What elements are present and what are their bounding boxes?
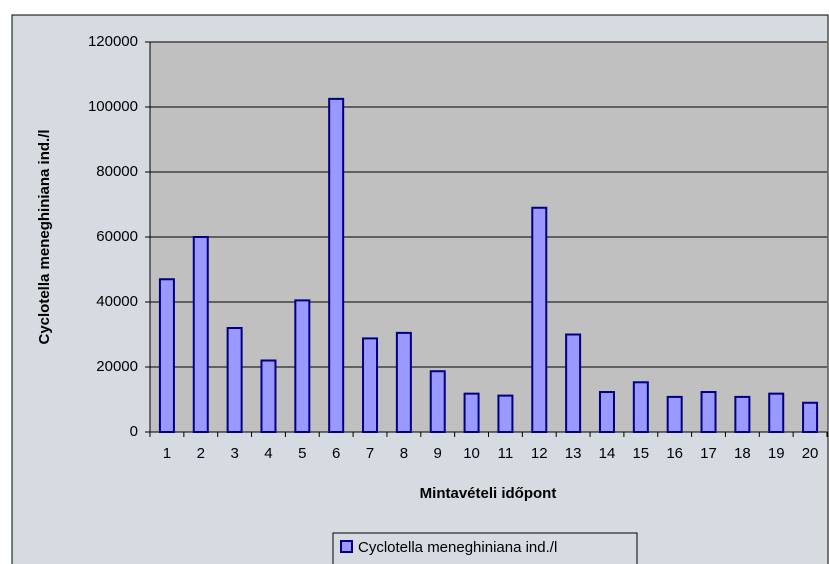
- x-tick-label: 20: [802, 445, 819, 462]
- y-tick-label: 40000: [96, 293, 138, 310]
- bar: [666, 395, 683, 433]
- bar: [802, 401, 819, 433]
- x-tick-label: 3: [230, 445, 238, 462]
- x-tick-label: 19: [768, 445, 785, 462]
- bar: [497, 394, 514, 434]
- bar: [768, 392, 785, 433]
- bar: [362, 337, 379, 433]
- bar: [463, 392, 480, 433]
- x-tick-label: 16: [666, 445, 683, 462]
- x-axis-label: Mintavételi időpont: [420, 485, 557, 502]
- bar: [192, 236, 209, 433]
- y-tick-label: 0: [130, 423, 138, 440]
- x-tick-label: 9: [434, 445, 442, 462]
- bar: [700, 391, 717, 433]
- bar: [565, 333, 582, 433]
- bar: [158, 278, 175, 433]
- legend-swatch: [340, 540, 353, 553]
- bar: [632, 381, 649, 433]
- x-tick-label: 5: [298, 445, 306, 462]
- x-tick-label: 7: [366, 445, 374, 462]
- bar: [734, 395, 751, 433]
- x-tick-label: 8: [400, 445, 408, 462]
- x-tick-label: 6: [332, 445, 340, 462]
- x-tick-label: 18: [734, 445, 751, 462]
- legend-label: Cyclotella meneghiniana ind./l: [358, 539, 557, 556]
- x-tick-label: 1: [163, 445, 171, 462]
- x-tick-label: 11: [498, 445, 514, 462]
- x-tick-label: 13: [565, 445, 582, 462]
- y-axis-label: Cyclotella meneghiniana ind./l: [36, 129, 53, 344]
- bar: [260, 359, 277, 433]
- x-tick-label: 2: [197, 445, 205, 462]
- bar: [328, 97, 345, 433]
- bar: [294, 299, 311, 433]
- x-tick-label: 17: [700, 445, 717, 462]
- x-tick-label: 4: [264, 445, 272, 462]
- y-tick-label: 60000: [96, 228, 138, 245]
- x-tick-label: 14: [599, 445, 616, 462]
- bar: [395, 331, 412, 433]
- x-tick-label: 12: [531, 445, 548, 462]
- bar: [531, 206, 548, 433]
- bar: [598, 391, 615, 433]
- y-tick-label: 100000: [88, 98, 138, 115]
- y-tick-label: 80000: [96, 163, 138, 180]
- y-tick-label: 20000: [96, 358, 138, 375]
- x-tick-label: 10: [463, 445, 480, 462]
- bar: [429, 370, 446, 434]
- y-tick-label: 120000: [88, 33, 138, 50]
- bar: [226, 327, 243, 433]
- legend-box: [332, 532, 638, 564]
- x-tick-label: 15: [632, 445, 649, 462]
